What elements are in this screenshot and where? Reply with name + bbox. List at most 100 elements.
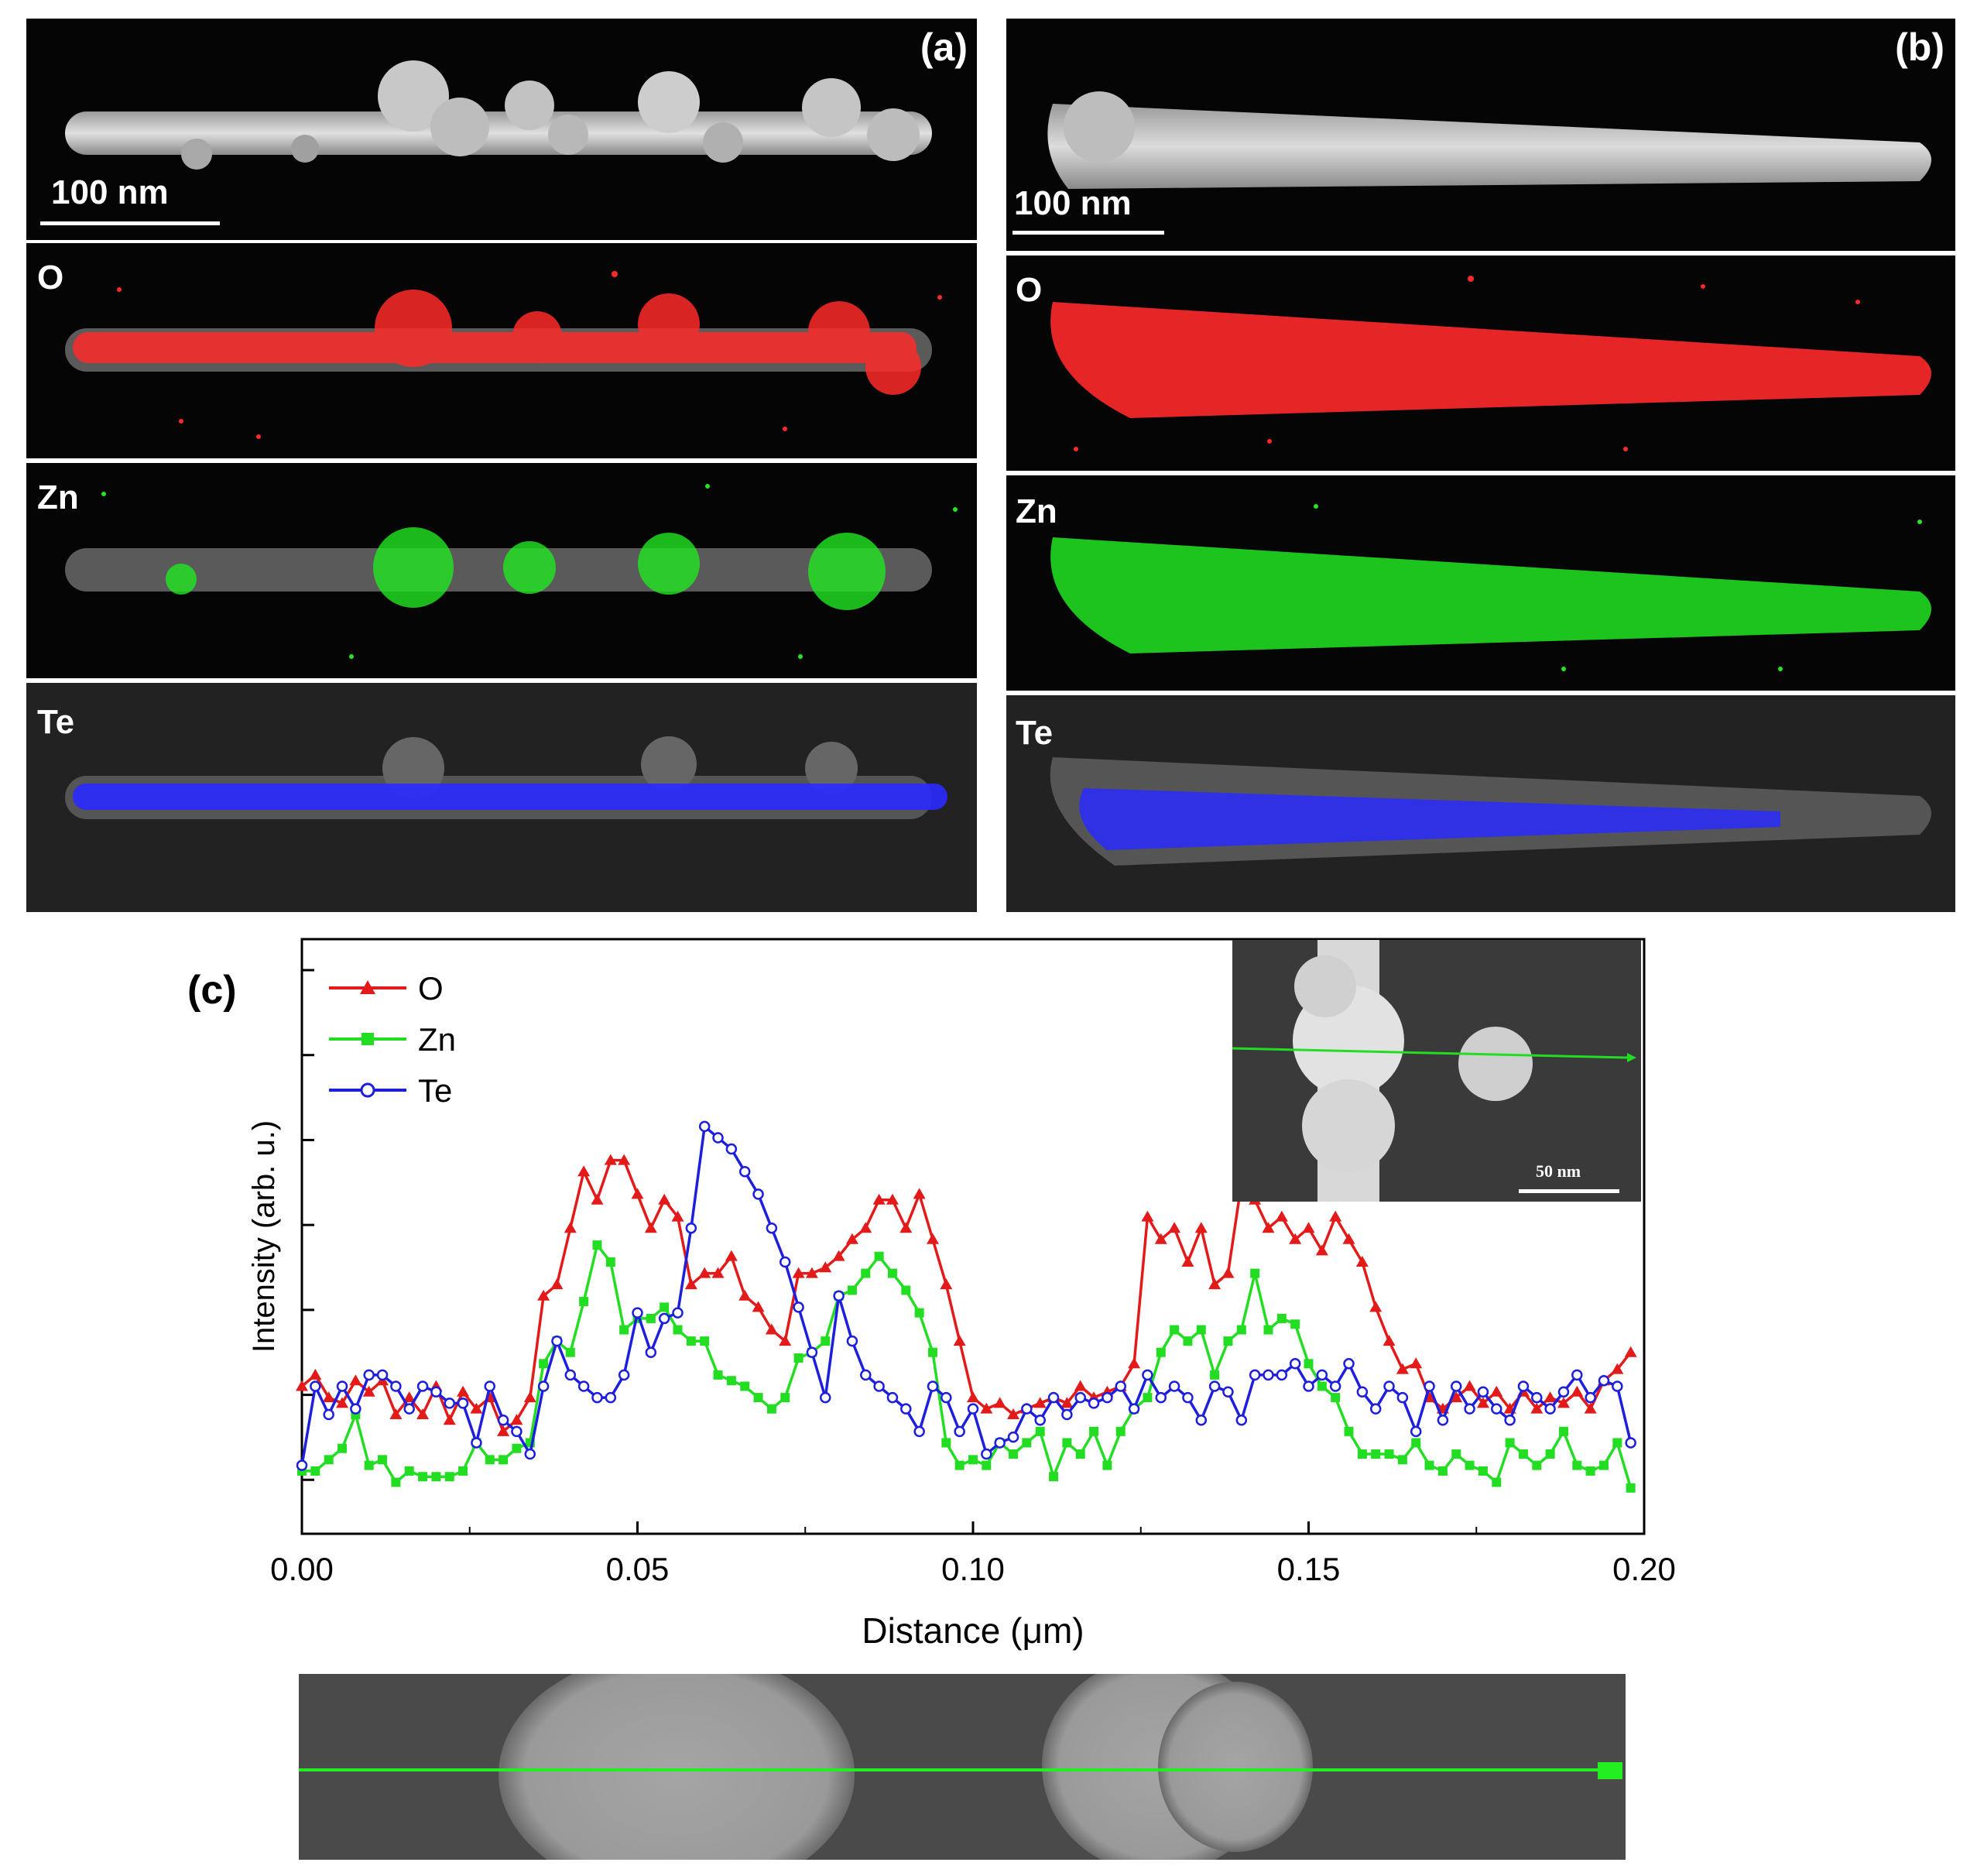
point-zn [1317, 1381, 1327, 1391]
point-zn [1276, 1313, 1287, 1323]
point-o [443, 1414, 456, 1425]
point-zn [1115, 1426, 1126, 1436]
point-o [336, 1397, 349, 1408]
point-o [1060, 1397, 1074, 1408]
panel-b-map-te: Te [1006, 695, 1955, 912]
point-o [523, 1391, 536, 1403]
point-te [336, 1380, 348, 1392]
point-zn [700, 1336, 710, 1346]
point-o [779, 1335, 792, 1346]
point-zn [1156, 1347, 1166, 1357]
point-te [524, 1448, 536, 1460]
point-o [322, 1391, 335, 1403]
point-o [416, 1408, 430, 1419]
y-axis-ticks [302, 969, 314, 1481]
point-zn [660, 1302, 670, 1312]
point-zn [1598, 1460, 1609, 1470]
point-o [940, 1278, 953, 1290]
point-zn [605, 1257, 615, 1267]
point-te [672, 1307, 684, 1319]
point-te [806, 1346, 818, 1358]
point-zn [444, 1472, 454, 1482]
point-o [1571, 1385, 1584, 1397]
inset-scale-text: 50 nm [1536, 1161, 1581, 1181]
point-o [967, 1391, 979, 1403]
point-o [510, 1414, 523, 1425]
point-o [457, 1385, 470, 1397]
panel-b-sem: (b) 100 nm [1006, 19, 1955, 251]
point-o [550, 1278, 564, 1290]
panel-a-o-label: O [37, 259, 64, 297]
point-te [390, 1380, 402, 1392]
point-o [738, 1289, 752, 1301]
panel-b-o-label: O [1016, 271, 1043, 309]
point-zn [1183, 1336, 1193, 1346]
point-o [1168, 1222, 1181, 1233]
point-o [671, 1210, 684, 1222]
point-te [698, 1120, 711, 1133]
point-zn [941, 1438, 951, 1448]
point-o [1355, 1255, 1369, 1267]
point-o [725, 1250, 738, 1261]
legend-marker-zn [361, 1033, 374, 1045]
point-zn [1089, 1426, 1099, 1436]
point-o [1302, 1222, 1315, 1233]
point-zn [887, 1268, 897, 1278]
point-zn [954, 1460, 965, 1470]
legend-label-zn: Zn [418, 1021, 456, 1058]
point-o [1033, 1397, 1047, 1408]
y-axis-label: Intensity (arb. u.) [247, 1120, 281, 1353]
point-zn [901, 1285, 911, 1295]
panel-a-map-te: Te [26, 683, 977, 912]
x-tick-label: 0.00 [270, 1551, 334, 1587]
point-zn [793, 1353, 803, 1363]
point-zn [310, 1466, 320, 1476]
point-te [1557, 1386, 1570, 1398]
nanowire-b-sem-image [1047, 91, 1931, 189]
point-te [1303, 1380, 1314, 1392]
point-te [954, 1425, 965, 1438]
point-o [899, 1222, 913, 1233]
point-te [376, 1369, 389, 1381]
point-te [511, 1425, 523, 1438]
point-o [403, 1391, 416, 1403]
point-te [1544, 1403, 1556, 1415]
point-o [1450, 1391, 1463, 1403]
point-o [913, 1188, 926, 1199]
point-te [416, 1380, 429, 1392]
point-o [684, 1278, 697, 1290]
point-zn [1411, 1438, 1421, 1448]
point-o [577, 1165, 591, 1177]
point-o [1007, 1408, 1020, 1419]
x-tick-label: 0.10 [941, 1551, 1005, 1587]
point-te [403, 1403, 415, 1415]
panel-a-te-label: Te [37, 703, 75, 741]
point-zn [1424, 1460, 1434, 1470]
panel-a-zn-map-image [65, 484, 958, 659]
point-o [859, 1222, 872, 1233]
point-o [349, 1374, 362, 1386]
point-te [1222, 1386, 1234, 1398]
point-o [564, 1222, 577, 1233]
bottom-sem-drawing [299, 1674, 1622, 1860]
point-zn [982, 1460, 992, 1470]
point-zn [364, 1460, 374, 1470]
point-o [1275, 1210, 1288, 1222]
point-zn [1049, 1472, 1059, 1482]
point-te [1007, 1431, 1019, 1443]
point-o [537, 1289, 550, 1301]
point-zn [861, 1268, 871, 1278]
point-te [296, 1459, 308, 1471]
point-te [632, 1307, 643, 1319]
point-te [833, 1290, 845, 1302]
point-zn [1035, 1426, 1045, 1436]
point-zn [1558, 1426, 1568, 1436]
point-te [1531, 1391, 1543, 1404]
point-te [820, 1391, 831, 1404]
point-te [860, 1369, 872, 1381]
point-zn [686, 1336, 696, 1346]
point-zn [485, 1455, 495, 1465]
point-te [685, 1222, 697, 1234]
point-o [1128, 1357, 1141, 1369]
